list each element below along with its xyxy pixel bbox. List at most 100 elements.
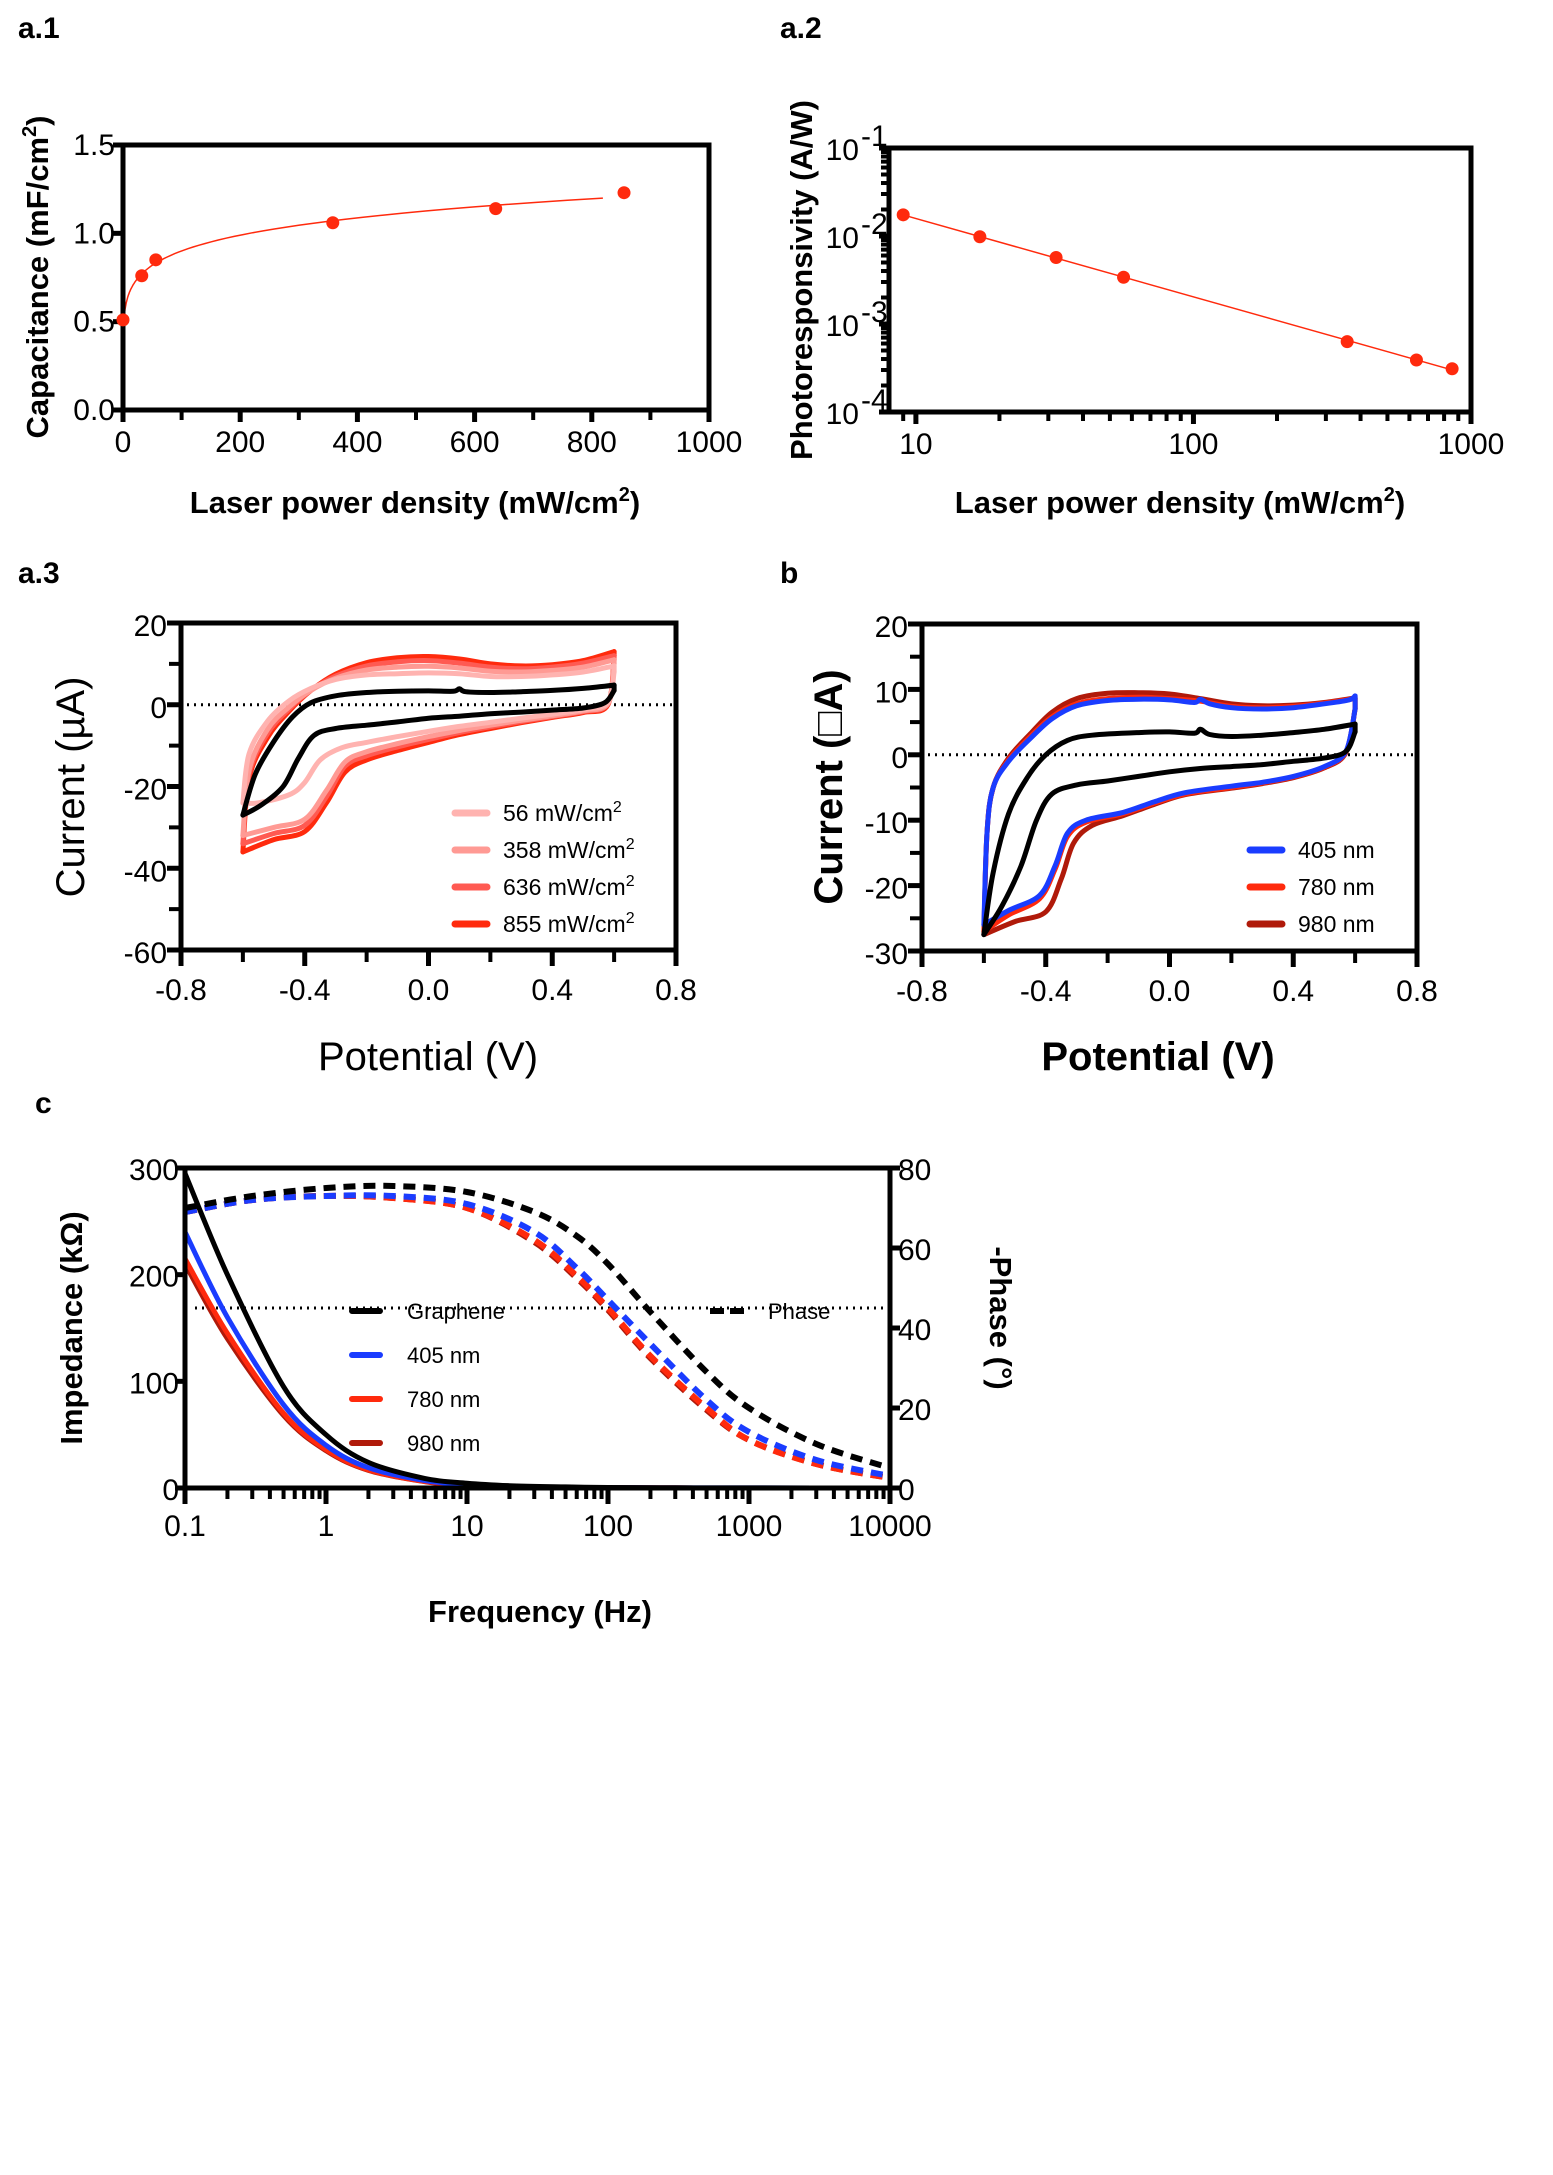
a3-y-tick-label: 0 [150, 692, 167, 725]
b-x-tick-label: -0.8 [896, 975, 948, 1008]
a1-x-tick-label: 0 [115, 426, 132, 459]
a3-legend-label: 56 mW/cm2 [503, 799, 622, 826]
a2-fit-line [902, 214, 1453, 371]
c-legend-label: 980 nm [407, 1431, 480, 1456]
panel-label-b: b [780, 557, 798, 590]
c-y-tick-label: 100 [129, 1367, 179, 1400]
a3-cv-curve-upper [240, 663, 617, 806]
b-x-tick-label: -0.4 [1020, 975, 1072, 1008]
panel-label-c: c [35, 1087, 52, 1120]
c-phase-curve [184, 1192, 891, 1481]
c-phase-curve [184, 1192, 891, 1481]
a3-x-tick-label: -0.8 [155, 974, 207, 1007]
a2-data-point [1340, 335, 1354, 349]
a3-legend-label: 636 mW/cm2 [503, 873, 635, 900]
c-legend-phase-label: Phase [768, 1299, 830, 1324]
a2-data-point [1049, 250, 1063, 264]
c-y2-tick-label: 20 [898, 1394, 931, 1427]
a3-y-axis-title: Current (µA) [49, 677, 93, 898]
panel-b: b -0.8 -0.4 0.0 0.4 0.8 20 10 0 -10 -20 -30 405 nm 7… [780, 557, 1438, 1079]
c-legend-label: 780 nm [407, 1387, 480, 1412]
a3-legend-superscript: 2 [626, 873, 635, 890]
a3-cv-curve-lower [240, 669, 617, 806]
c-plot-area: 0.1 1 10 100 1000 100000100200300020406080Gra… [129, 1154, 932, 1543]
a1-data-point [149, 253, 163, 267]
c-x-axis-title: Frequency (Hz) [428, 1594, 652, 1629]
c-x-tick-label: 1 [318, 1510, 335, 1543]
b-cv-curve-upper [981, 721, 1358, 938]
c-y2-tick-label: 0 [898, 1474, 915, 1507]
a3-x-axis-title: Potential (V) [318, 1035, 538, 1079]
a2-frame [886, 145, 1474, 415]
b-frame [919, 621, 1420, 954]
a1-data-point [489, 202, 503, 216]
c-impedance-curve [182, 1172, 891, 1491]
b-y-tick-label: -30 [865, 938, 908, 971]
a2-data-point [1117, 270, 1131, 284]
a2-data-point [973, 230, 987, 244]
a2-y-tick-exponent: -4 [861, 384, 888, 417]
a3-x-tick-label: 0.0 [408, 974, 450, 1007]
a1-data-point [135, 269, 149, 283]
a3-x-tick-label: 0.8 [655, 974, 697, 1007]
b-cv-curve-lower [981, 729, 1358, 938]
a2-x-tick-label: 100 [1168, 428, 1218, 461]
b-cv-curve-lower [981, 706, 1358, 928]
a3-legend-superscript: 2 [613, 799, 622, 816]
b-legend-label: 780 nm [1298, 874, 1375, 900]
c-legend-label: Graphene [407, 1299, 505, 1324]
a2-y-tick-label: 10 [826, 222, 859, 255]
b-plot-area: -0.8 -0.4 0.0 0.4 0.8 20 10 0 -10 -20 -30 405 nm 780… [865, 611, 1438, 1008]
c-y-tick-label: 300 [129, 1154, 179, 1187]
c-x-tick-label: 100 [583, 1510, 633, 1543]
c-phase-curve [184, 1182, 891, 1471]
a3-plot-area: -0.8 -0.4 0.0 0.4 0.8 20 0 -20 -40 -60 56 mW/cm2 35… [124, 610, 697, 1007]
c-y2-tick-label: 60 [898, 1234, 931, 1267]
a1-y-tick-label: 1.5 [73, 129, 115, 162]
c-y-tick-label: 0 [162, 1474, 179, 1507]
c-y-tick-label: 200 [129, 1261, 179, 1294]
a1-y-tick-label: 1.0 [73, 217, 115, 250]
panel-label-a2: a.2 [780, 12, 822, 45]
b-legend-label: 980 nm [1298, 911, 1375, 937]
a1-data-point [326, 216, 340, 230]
c-frame [182, 1165, 893, 1491]
a1-plot-area: 0 200 400 600 800 1000 0.0 0.5 1.0 1.5 [73, 129, 742, 459]
a1-x-tick-label: 400 [332, 426, 382, 459]
a2-y-tick-label: 10 [826, 310, 859, 343]
a3-y-tick-label: -60 [124, 937, 167, 970]
b-y-tick-label: 10 [875, 676, 908, 709]
c-x-tick-label: 10 [450, 1510, 483, 1543]
b-cv-curve-upper [981, 693, 1358, 928]
panel-label-a1: a.1 [18, 12, 60, 45]
b-x-tick-label: 0.4 [1272, 975, 1314, 1008]
b-x-tick-label: 0.8 [1396, 975, 1438, 1008]
a2-y-tick-exponent: -3 [861, 296, 888, 329]
b-legend-label: 405 nm [1298, 837, 1375, 863]
a1-x-axis-title: Laser power density (mW/cm2) [190, 484, 640, 520]
b-y-tick-label: 0 [891, 742, 908, 775]
a1-fit-curve [122, 197, 603, 410]
b-y-tick-label: -20 [865, 873, 908, 906]
a2-y-tick-exponent: -1 [861, 120, 888, 153]
a3-cv-curve-lower [240, 687, 617, 818]
panel-a1: a.1 0 200 400 600 800 1000 0.0 0.5 1.0 1.5 Laser … [18, 12, 742, 520]
c-y2-tick-label: 80 [898, 1154, 931, 1187]
a1-y-tick-label: 0.0 [73, 394, 115, 427]
a3-x-tick-label: -0.4 [279, 974, 331, 1007]
a3-legend-superscript: 2 [626, 910, 635, 927]
a3-y-tick-label: -40 [124, 855, 167, 888]
a1-data-point [116, 313, 130, 327]
b-y-tick-label: 20 [875, 611, 908, 644]
a3-legend-label: 855 mW/cm2 [503, 910, 635, 937]
a2-x-axis-title: Laser power density (mW/cm2) [955, 484, 1405, 520]
a1-data-point [617, 186, 631, 200]
a3-x-tick-label: 0.4 [531, 974, 573, 1007]
a1-x-tick-label: 1000 [676, 426, 743, 459]
a3-cv-curve-upper [240, 657, 617, 838]
a2-y-tick-exponent: -2 [861, 208, 888, 241]
c-x-tick-label: 0.1 [164, 1510, 206, 1543]
b-y-axis-title: Current (□A) [807, 669, 851, 904]
a1-y-tick-label: 0.5 [73, 306, 115, 339]
